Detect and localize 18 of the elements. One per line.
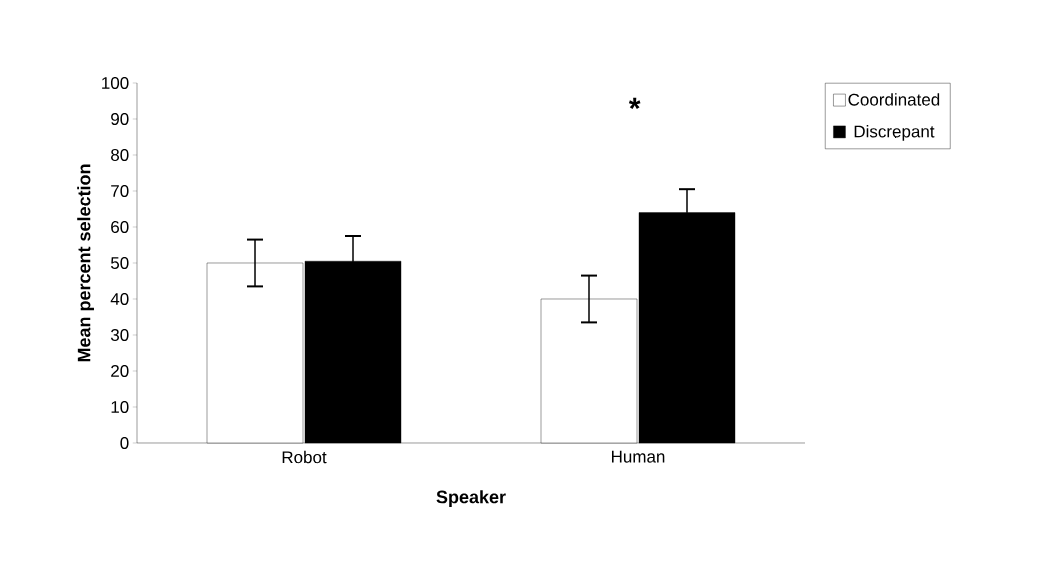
y-tick-label: 60 bbox=[111, 220, 129, 234]
y-tick-label: 80 bbox=[111, 148, 129, 162]
annotation: * bbox=[628, 97, 641, 110]
legend-label: Coordinated bbox=[848, 93, 940, 106]
y-tick-label: 20 bbox=[111, 364, 129, 378]
y-tick-label: 90 bbox=[111, 112, 129, 126]
legend-label: Discrepant bbox=[854, 125, 935, 141]
x-axis-title: Speaker bbox=[436, 490, 506, 507]
x-tick-label: Robot bbox=[282, 450, 327, 464]
x-tick-label: Human bbox=[612, 450, 665, 463]
y-tick-label: 70 bbox=[111, 184, 129, 198]
y-tick-label: 30 bbox=[110, 328, 129, 342]
y-axis-title: Mean percent selection bbox=[77, 164, 94, 362]
y-tick-label: 40 bbox=[110, 292, 129, 306]
y-tick-label: 10 bbox=[111, 400, 129, 414]
y-tick-label: 0 bbox=[120, 436, 129, 450]
y-tick-label: 50 bbox=[110, 256, 129, 270]
y-tick-label: 100 bbox=[102, 76, 129, 90]
